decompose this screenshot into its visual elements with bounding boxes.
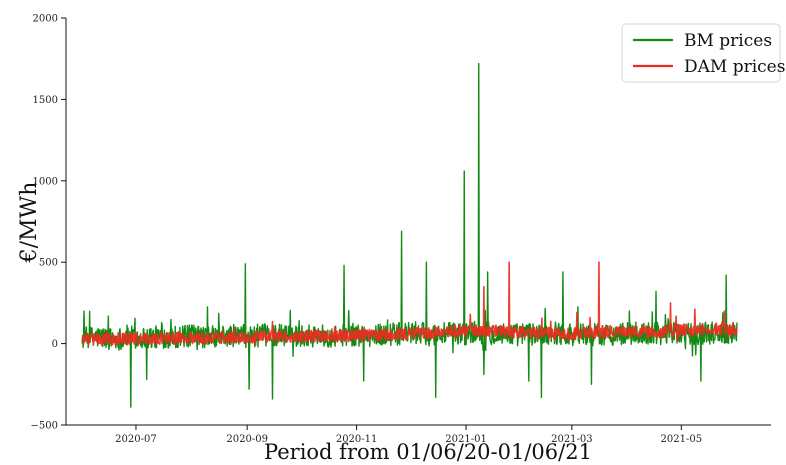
series-line-dam-prices	[81, 261, 738, 347]
legend-frame	[621, 23, 781, 83]
y-axis-label: €/MWh	[17, 182, 42, 264]
x-tick-label: 2020-07	[115, 434, 157, 445]
x-tick-label: 2020-09	[226, 434, 268, 445]
y-tick-label: 500	[39, 258, 58, 269]
x-ticks: 2020-07 2020-09 2020-11 2021-01 2021-03 2021-…	[115, 425, 702, 445]
x-tick-label: 2021-05	[661, 434, 703, 445]
legend-label-bm: BM prices	[684, 31, 772, 51]
series-line-bm-prices	[81, 62, 738, 408]
x-tick-label: 2021-03	[551, 434, 593, 445]
y-tick-label: 0	[52, 339, 58, 350]
axes-layer	[65, 18, 771, 426]
y-tick-label: 1000	[33, 176, 58, 187]
y-ticks: −500 0 500 1000 1500 2000	[31, 14, 66, 432]
x-tick-label: 2020-11	[336, 434, 378, 445]
x-tick-label: 2021-01	[445, 434, 487, 445]
legend: BM prices DAM prices	[621, 23, 785, 83]
y-tick-label: −500	[31, 421, 58, 432]
y-tick-label: 1500	[33, 95, 58, 106]
series-layer	[81, 62, 738, 408]
y-tick-label: 2000	[33, 14, 58, 25]
legend-label-dam: DAM prices	[684, 57, 785, 77]
x-axis-label: Period from 01/06/20-01/06/21	[264, 440, 592, 464]
